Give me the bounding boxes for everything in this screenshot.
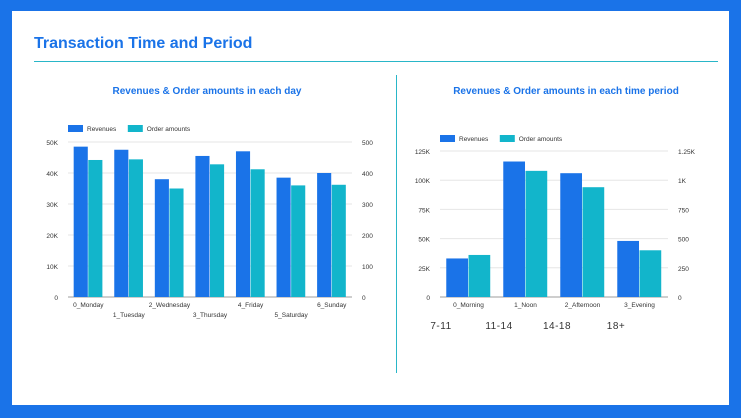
y-left-tick-label: 75K — [418, 207, 430, 214]
period-label-evening: 18+ — [606, 321, 626, 332]
bar-order-amounts — [468, 254, 491, 297]
x-tick-label: 6_Sunday — [317, 302, 347, 309]
y-right-tick-label: 200 — [362, 233, 373, 240]
y-right-tick-label: 0 — [362, 295, 366, 302]
y-left-tick-label: 100K — [415, 178, 431, 185]
bar-order-amounts — [210, 164, 225, 297]
y-left-tick-label: 25K — [418, 266, 430, 273]
x-tick-label: 1_Noon — [514, 302, 537, 309]
bar-order-amounts — [639, 250, 662, 297]
period-label-morning: 7-11 — [430, 321, 452, 332]
bar-order-amounts — [250, 169, 265, 297]
y-left-tick-label: 50K — [418, 237, 430, 244]
dashboard-frame: Transaction Time and Period Revenues & O… — [12, 11, 729, 405]
bar-revenues — [195, 155, 210, 297]
y-right-tick-label: 0 — [678, 295, 682, 302]
y-left-tick-label: 40K — [46, 171, 58, 178]
bar-revenues — [73, 146, 88, 297]
x-tick-label: 0_Morning — [453, 302, 484, 309]
page-title: Transaction Time and Period — [34, 35, 253, 52]
panel-divider — [396, 75, 397, 373]
legend-swatch — [127, 125, 143, 132]
period-label-afternoon: 14-18 — [542, 321, 572, 332]
bar-revenues — [114, 149, 129, 297]
legend-swatch — [499, 135, 515, 142]
legend-entry: Revenues — [459, 136, 489, 143]
day-chart: 0 10K 20K 30K 40K 50K 0 100 200 300 400 500 0_Monday… — [46, 125, 373, 319]
bar-order-amounts — [128, 159, 143, 297]
y-right-tick-label: 400 — [362, 171, 373, 178]
y-right-tick-label: 300 — [362, 202, 373, 209]
x-tick-label: 2_Afternoon — [565, 302, 601, 309]
y-right-tick-label: 250 — [678, 266, 689, 273]
bar-revenues — [617, 240, 639, 297]
bar-order-amounts — [169, 188, 184, 297]
y-right-tick-label: 750 — [678, 207, 689, 214]
y-left-tick-label: 10K — [46, 264, 58, 271]
bar-revenues — [446, 258, 468, 297]
x-tick-label: 2_Wednesday — [149, 302, 191, 309]
y-right-tick-label: 1.25K — [678, 149, 696, 156]
bar-order-amounts — [88, 159, 103, 297]
period-chart-title: Revenues & Order amounts in each time pe… — [453, 86, 679, 97]
legend-entry: Order amounts — [519, 136, 563, 143]
y-right-tick-label: 500 — [362, 140, 373, 147]
day-chart-title: Revenues & Order amounts in each day — [112, 86, 302, 97]
y-right-tick-label: 100 — [362, 264, 373, 271]
x-tick-label: 4_Friday — [238, 302, 264, 309]
y-left-tick-label: 125K — [415, 149, 431, 156]
y-left-tick-label: 30K — [46, 202, 58, 209]
bar-revenues — [235, 151, 251, 297]
bar-order-amounts — [331, 184, 346, 297]
y-left-tick-label: 20K — [46, 233, 58, 240]
y-left-tick-label: 0 — [426, 295, 430, 302]
x-tick-label: 0_Monday — [73, 302, 104, 309]
y-right-tick-label: 500 — [678, 237, 689, 244]
bar-revenues — [276, 177, 291, 297]
title-divider — [34, 61, 718, 62]
x-tick-label: 3_Thursday — [193, 312, 228, 319]
x-tick-label: 3_Evening — [624, 302, 655, 309]
bar-order-amounts — [291, 185, 306, 297]
legend-swatch — [68, 125, 83, 132]
x-tick-label: 5_Saturday — [275, 312, 309, 319]
bar-revenues — [560, 173, 582, 297]
y-left-tick-label: 50K — [46, 140, 58, 147]
period-label-noon: 11-14 — [485, 321, 513, 332]
y-right-tick-label: 1K — [678, 178, 687, 185]
x-tick-label: 1_Tuesday — [113, 312, 146, 319]
y-left-tick-label: 0 — [54, 295, 58, 302]
legend-entry: Revenues — [87, 126, 117, 133]
bar-order-amounts — [525, 170, 548, 297]
legend-swatch — [440, 135, 455, 142]
bar-revenues — [317, 173, 332, 297]
bar-revenues — [503, 161, 525, 297]
bar-revenues — [154, 179, 169, 297]
period-chart: 0 25K 50K 75K 100K 125K 0 250 500 750 1K 1.25K 0_Mor… — [415, 135, 696, 309]
legend-entry: Order amounts — [147, 126, 191, 133]
bar-order-amounts — [582, 187, 605, 297]
